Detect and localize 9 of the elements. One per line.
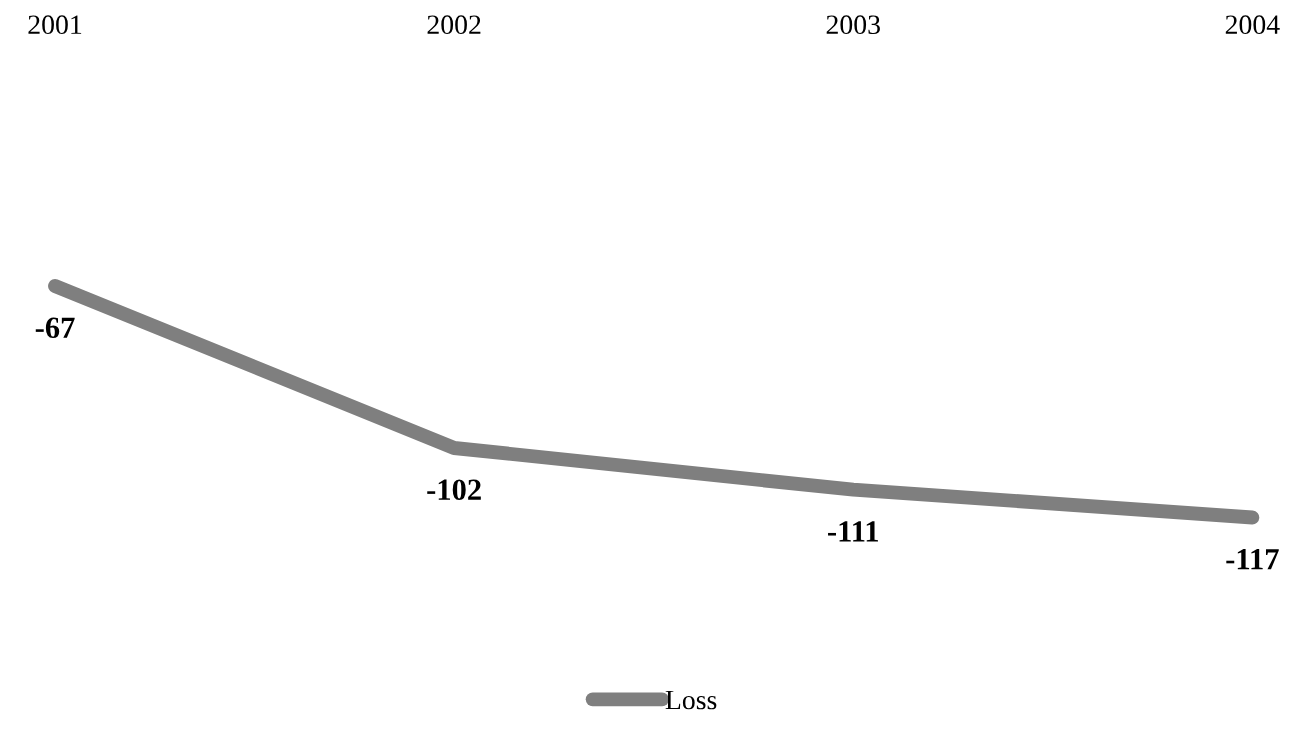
data-label: -67 bbox=[35, 317, 75, 339]
x-tick-label: 2002 bbox=[427, 15, 481, 35]
data-label: -111 bbox=[828, 521, 878, 542]
data-label: -117 bbox=[1226, 549, 1279, 570]
x-tick-label: 2004 bbox=[1225, 15, 1280, 35]
x-tick-label: 2003 bbox=[826, 15, 880, 35]
legend-label: Loss bbox=[665, 690, 717, 710]
x-tick-label: 2001 bbox=[28, 15, 82, 35]
data-label: -102 bbox=[427, 479, 481, 501]
